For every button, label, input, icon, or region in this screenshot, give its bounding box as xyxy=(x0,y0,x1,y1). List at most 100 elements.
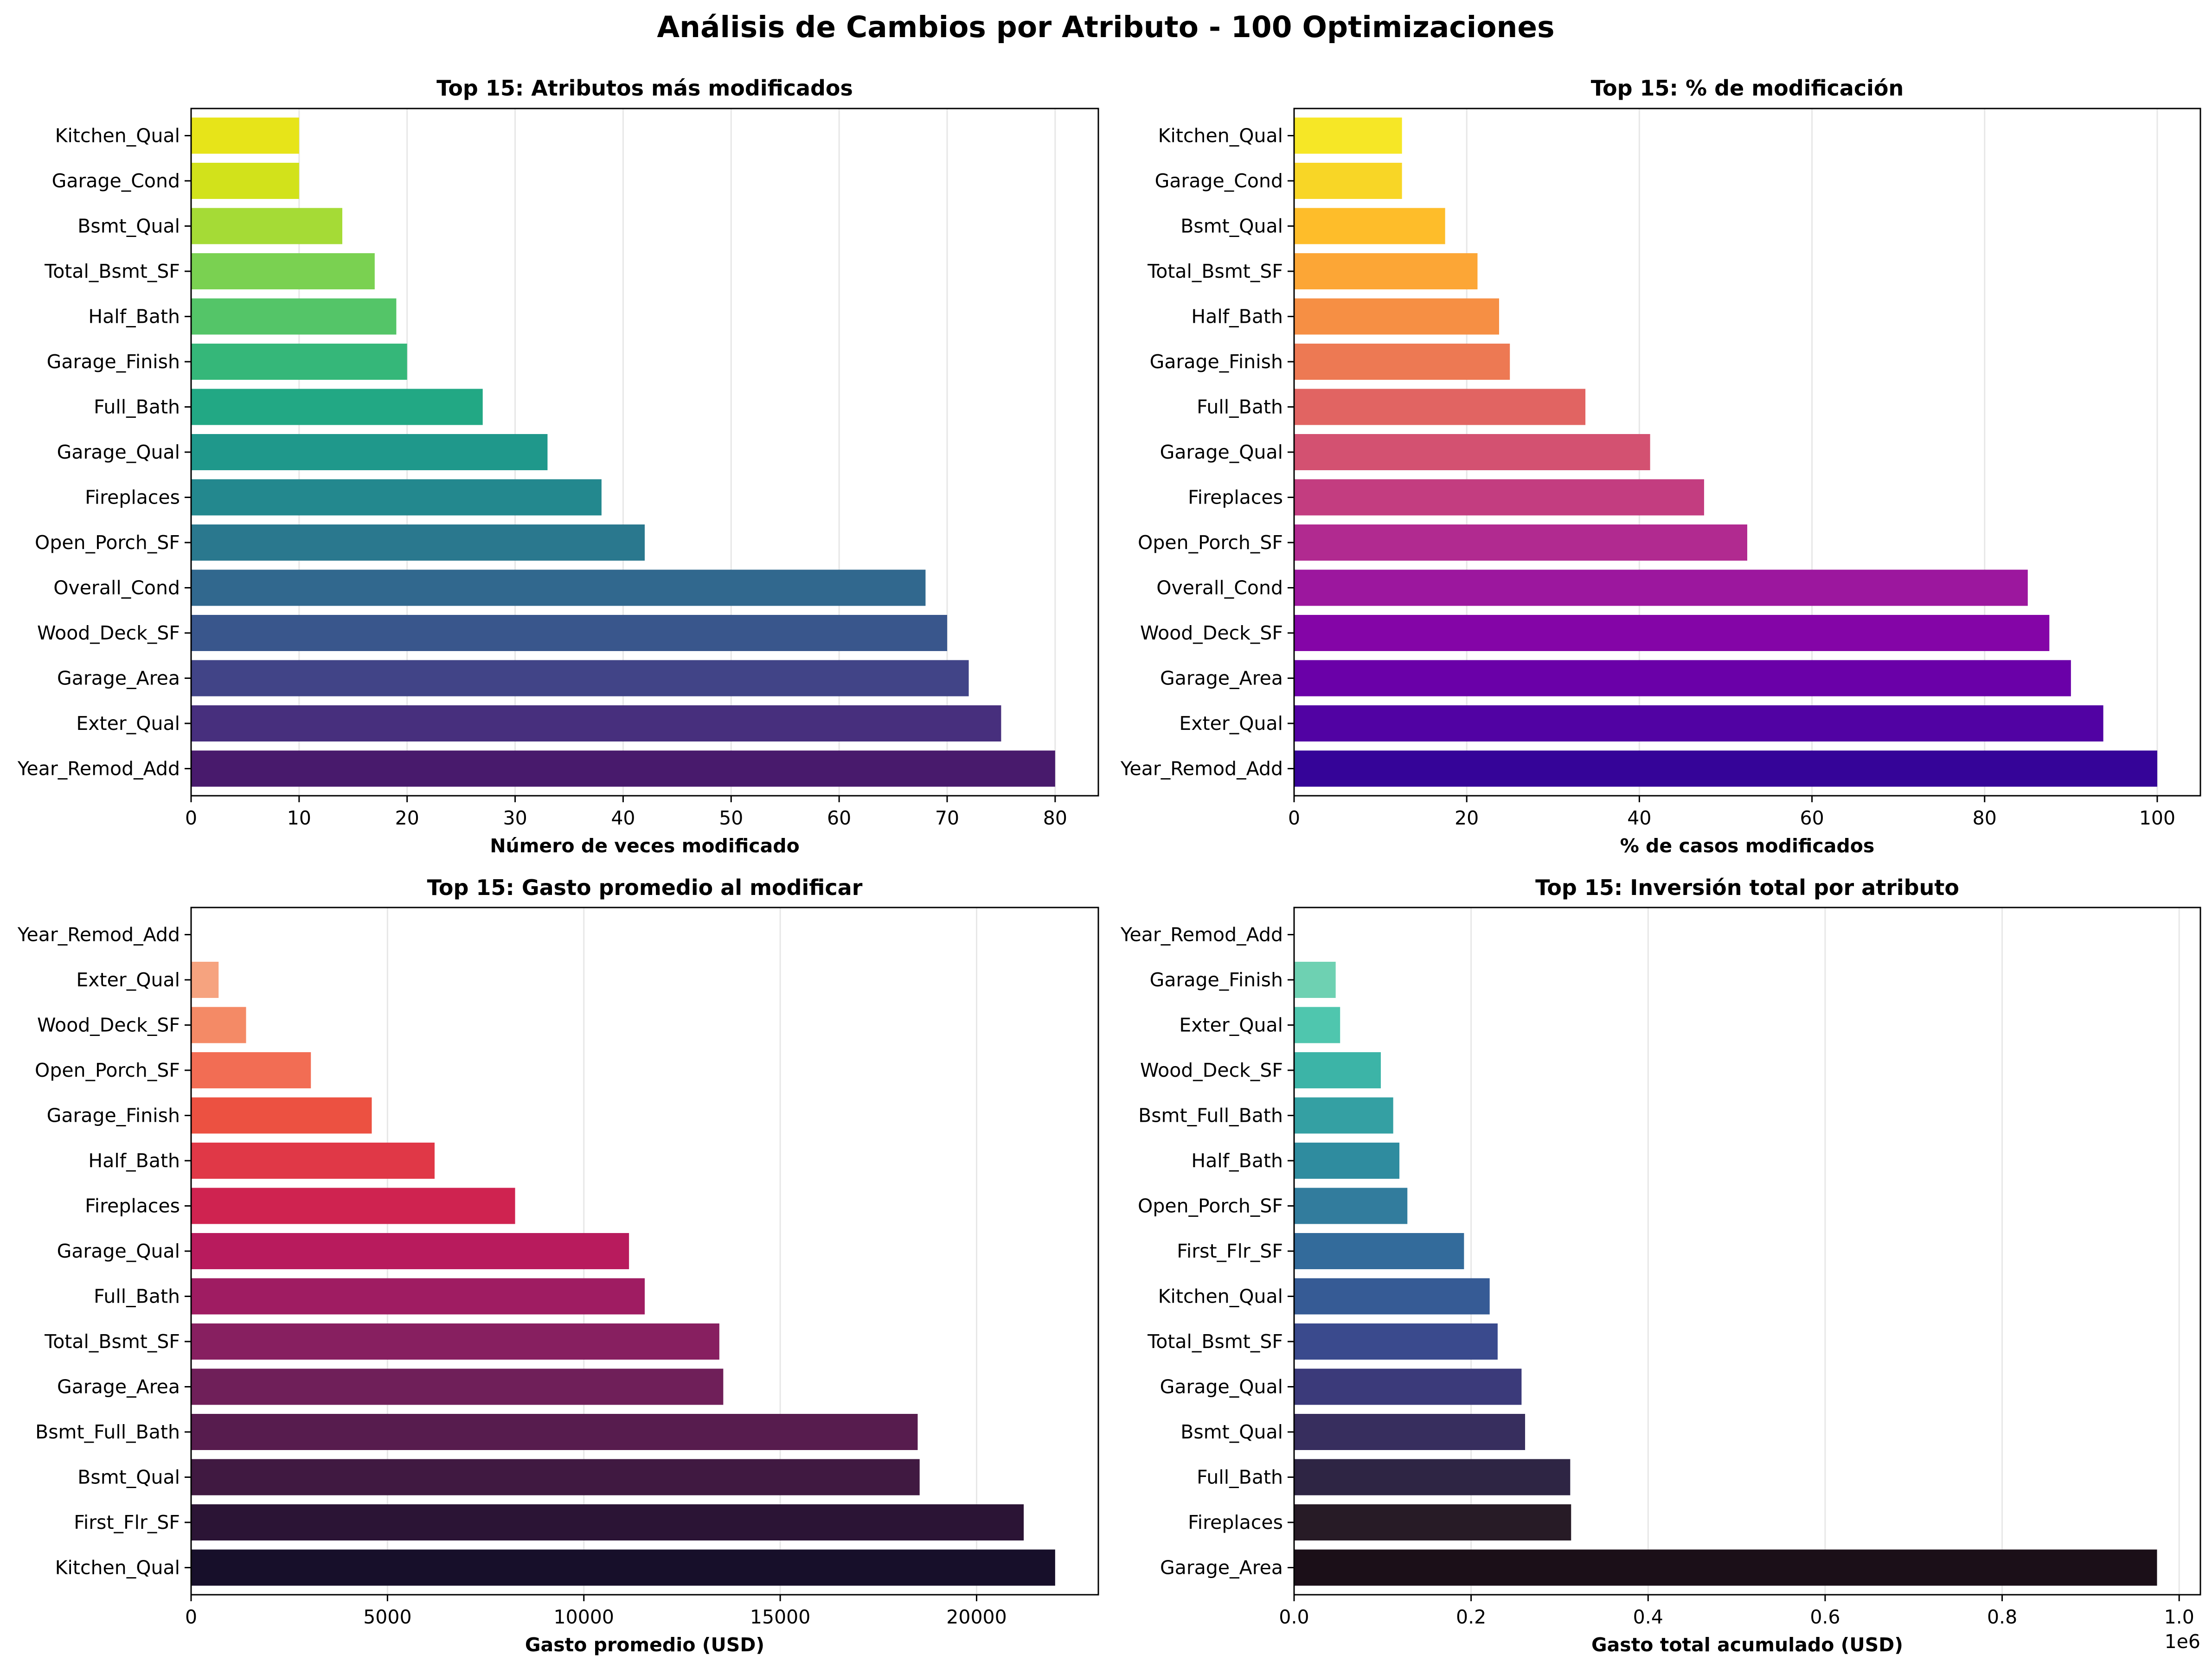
bar xyxy=(191,1459,920,1495)
x-tick-label: 0.8 xyxy=(1987,1606,2017,1628)
chart-panel-bottom-left: Top 15: Gasto promedio al modificar Gast… xyxy=(17,875,1099,1656)
x-tick-label: 80 xyxy=(1043,807,1067,829)
bar xyxy=(191,750,1055,787)
bar xyxy=(1294,615,2050,651)
bar xyxy=(1294,1549,2157,1586)
y-tick-label: Open_Porch_SF xyxy=(1138,531,1283,554)
bar xyxy=(191,962,219,998)
y-tick-label: Garage_Qual xyxy=(57,1240,180,1262)
x-tick-label: 1.0 xyxy=(2164,1606,2194,1628)
bar xyxy=(1294,1052,1381,1088)
bar xyxy=(191,1097,372,1134)
y-tick-label: Total_Bsmt_SF xyxy=(44,1330,180,1353)
y-tick-label: Garage_Cond xyxy=(1155,170,1283,192)
x-tick-label: 0 xyxy=(1288,807,1300,829)
bar xyxy=(1294,253,1478,289)
y-tick-label: Bsmt_Qual xyxy=(77,215,180,237)
x-tick-label: 0 xyxy=(185,807,197,829)
bar xyxy=(191,344,407,380)
bar xyxy=(1294,1097,1393,1134)
bar xyxy=(191,615,947,651)
y-tick-label: Open_Porch_SF xyxy=(35,531,180,554)
y-tick-label: Wood_Deck_SF xyxy=(1140,622,1283,644)
y-tick-label: Bsmt_Qual xyxy=(77,1466,180,1489)
y-tick-label: Garage_Finish xyxy=(1150,969,1283,991)
chart-panel-bottom-right: Top 15: Inversión total por atributo Gas… xyxy=(1120,875,2201,1656)
bar xyxy=(1294,1368,1522,1405)
bar xyxy=(1294,1143,1400,1179)
x-tick-label: 40 xyxy=(1627,807,1651,829)
y-tick-label: Garage_Finish xyxy=(47,1105,180,1127)
x-tick-label: 10000 xyxy=(554,1606,614,1628)
bar xyxy=(191,705,1001,741)
bar xyxy=(191,1368,724,1405)
y-tick-label: Exter_Qual xyxy=(1179,712,1283,735)
bar xyxy=(191,1323,719,1360)
bar xyxy=(191,298,397,335)
bar xyxy=(191,1414,918,1450)
y-tick-label: Year_Remod_Add xyxy=(17,758,180,780)
bar xyxy=(191,389,483,425)
y-tick-label: Garage_Area xyxy=(1160,1557,1283,1579)
y-tick-label: Kitchen_Qual xyxy=(1158,125,1283,147)
y-tick-label: Half_Bath xyxy=(1191,1150,1283,1172)
y-tick-label: Fireplaces xyxy=(85,1195,180,1217)
x-axis-label: Número de veces modificado xyxy=(490,835,800,857)
x-tick-label: 30 xyxy=(503,807,527,829)
y-tick-label: Year_Remod_Add xyxy=(1120,924,1283,946)
bar xyxy=(1294,750,2157,787)
x-tick-label: 20 xyxy=(1455,807,1479,829)
bar xyxy=(191,1233,629,1269)
chart-title: Top 15: Atributos más modificados xyxy=(436,76,853,101)
y-tick-label: Fireplaces xyxy=(1188,486,1283,509)
y-tick-label: Exter_Qual xyxy=(76,969,180,991)
y-tick-label: Garage_Area xyxy=(57,1376,180,1398)
y-tick-label: Bsmt_Full_Bath xyxy=(1138,1105,1283,1127)
bar xyxy=(1294,208,1445,244)
bar xyxy=(1294,660,2071,697)
bar xyxy=(1294,117,1402,154)
y-tick-label: Wood_Deck_SF xyxy=(37,1014,180,1036)
y-tick-label: Fireplaces xyxy=(1188,1511,1283,1534)
x-offset-label: 1e6 xyxy=(2165,1630,2200,1653)
y-tick-label: Garage_Qual xyxy=(57,441,180,463)
y-tick-label: Total_Bsmt_SF xyxy=(44,260,180,282)
y-tick-label: Garage_Finish xyxy=(1150,351,1283,373)
y-tick-label: Kitchen_Qual xyxy=(1158,1285,1283,1308)
y-tick-label: Bsmt_Full_Bath xyxy=(35,1421,180,1443)
y-tick-label: Full_Bath xyxy=(94,1285,180,1308)
y-tick-label: Exter_Qual xyxy=(76,712,180,735)
x-tick-label: 100 xyxy=(2139,807,2175,829)
bar xyxy=(1294,1504,1571,1540)
y-tick-label: Exter_Qual xyxy=(1179,1014,1283,1036)
bar xyxy=(1294,569,2028,606)
bar xyxy=(1294,962,1336,998)
x-tick-label: 15000 xyxy=(750,1606,810,1628)
y-tick-label: Half_Bath xyxy=(88,306,180,328)
bar xyxy=(191,1278,645,1315)
bar xyxy=(1294,298,1499,335)
x-tick-label: 80 xyxy=(1973,807,1997,829)
y-tick-label: First_Flr_SF xyxy=(74,1511,180,1534)
x-tick-label: 0.0 xyxy=(1279,1606,1309,1628)
y-tick-label: Full_Bath xyxy=(1197,396,1283,418)
bar xyxy=(191,117,299,154)
y-tick-label: Bsmt_Qual xyxy=(1180,1421,1283,1443)
x-tick-label: 60 xyxy=(827,807,851,829)
bar xyxy=(1294,344,1510,380)
y-tick-label: Full_Bath xyxy=(1197,1466,1283,1489)
bar xyxy=(191,1052,311,1088)
bar xyxy=(1294,163,1402,199)
y-tick-label: Garage_Qual xyxy=(1160,1376,1283,1398)
bar xyxy=(1294,524,1747,561)
x-axis-label: % de casos modificados xyxy=(1620,835,1875,857)
x-axis-label: Gasto total acumulado (USD) xyxy=(1591,1634,1903,1656)
y-tick-label: Half_Bath xyxy=(1191,306,1283,328)
bar xyxy=(1294,479,1704,516)
figure-title: Análisis de Cambios por Atributo - 100 O… xyxy=(657,10,1554,44)
y-tick-label: First_Flr_SF xyxy=(1177,1240,1283,1262)
y-tick-label: Open_Porch_SF xyxy=(35,1059,180,1081)
x-tick-label: 40 xyxy=(611,807,635,829)
bar xyxy=(191,1549,1055,1586)
x-tick-label: 5000 xyxy=(363,1606,411,1628)
